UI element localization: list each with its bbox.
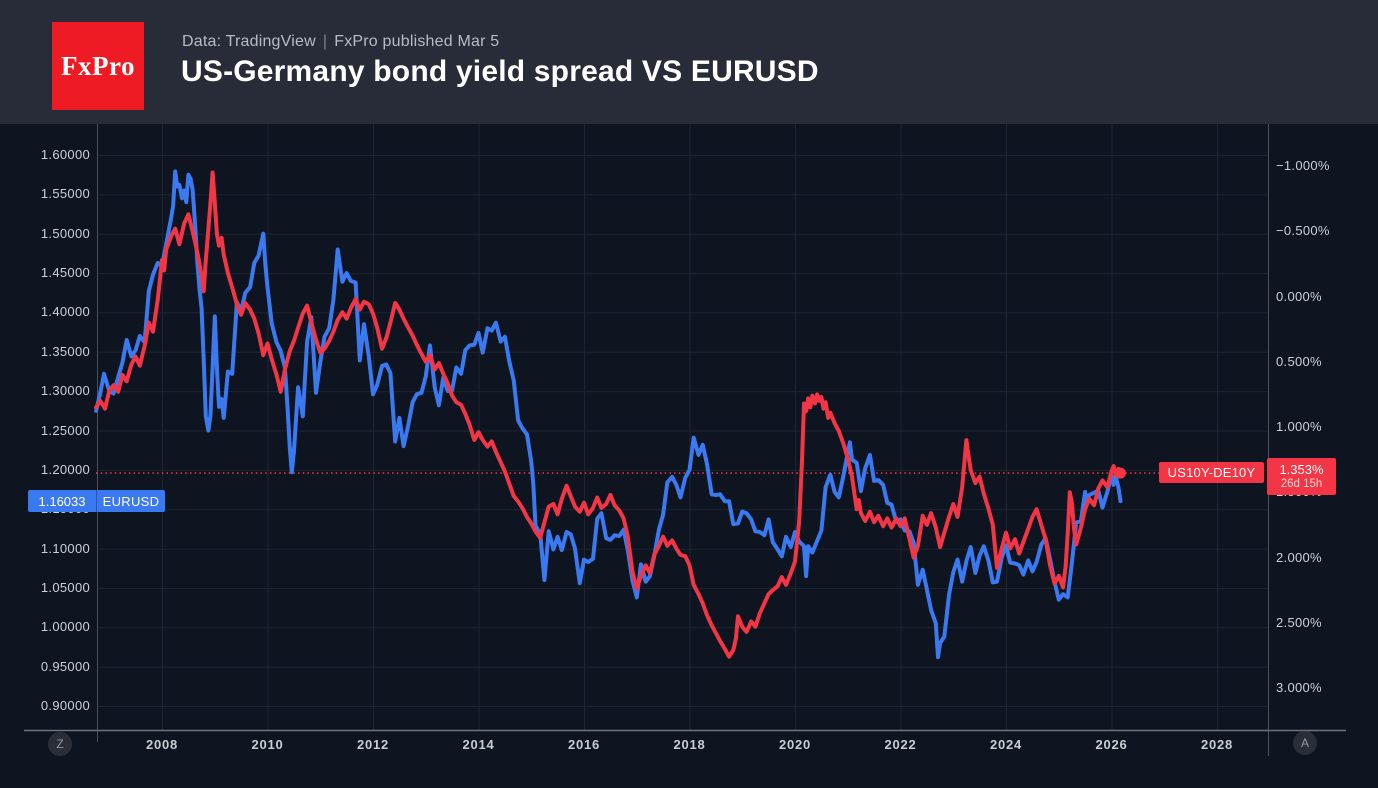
page-title: US-Germany bond yield spread VS EURUSD [181,55,819,88]
left-axis-tick: 1.55000 [40,186,90,202]
left-axis-tick: 1.20000 [40,461,90,477]
spread-last-value: 1.353% [1279,461,1324,477]
bar-countdown: 26d 15h [1280,477,1323,490]
x-axis-tick: 2028 [1200,737,1234,752]
left-axis-tick: 1.35000 [40,343,90,359]
right-axis-tick: 2.500% [1276,614,1322,630]
x-axis-tick: 2018 [673,737,706,752]
left-axis-tick: 1.40000 [40,304,90,320]
spread-price-badge: 1.353% 26d 15h [1267,458,1336,495]
x-axis-tick: 2014 [462,737,495,752]
right-axis-tick: −1.000% [1276,158,1330,173]
x-axis-tick: 2022 [884,737,917,752]
left-axis-tick: 1.10000 [40,540,90,556]
left-axis-tick: 0.95000 [40,658,90,674]
left-axis-tick: 0.90000 [40,698,90,713]
spread-line[interactable] [94,170,1123,659]
left-axis-tick: 1.45000 [40,265,90,281]
fxpro-logo: FxPro [52,22,144,110]
x-axis-tick: 2008 [145,737,179,752]
eurusd-last-price: 1.16033 [28,490,97,512]
x-axis-tick: 2020 [778,737,812,752]
left-axis-tick: 1.00000 [40,619,90,635]
timezone-button[interactable]: Z [48,732,72,756]
right-axis-tick: 1.000% [1276,419,1322,434]
x-axis-tick: 2016 [567,737,601,752]
x-axis-tick: 2026 [1095,737,1128,752]
right-axis-tick: −0.500% [1276,223,1330,239]
right-axis-tick: 3.000% [1276,680,1322,695]
left-axis-tick: 1.50000 [40,225,90,241]
auto-scale-button[interactable]: A [1293,731,1317,755]
fxpro-logo-text: FxPro [61,50,135,81]
spread-series-label[interactable]: US10Y-DE10Y [1159,462,1264,483]
left-axis-tick: 1.60000 [40,147,90,162]
eurusd-symbol-label[interactable]: EURUSD [97,490,165,512]
eurusd-price-badge: 1.16033 EURUSD [28,490,165,512]
spread-last-point-marker [1114,467,1126,479]
published-text: FxPro published Mar 5 [334,33,500,50]
eurusd-line[interactable] [94,169,1123,660]
left-axis-tick: 1.05000 [40,579,90,595]
left-axis-tick: 1.25000 [40,422,90,438]
chart-subtitle: Data: TradingView | FxPro published Mar 5 [182,33,499,51]
header-bar: FxPro Data: TradingView | FxPro published … [0,0,1378,124]
left-axis-tick: 1.30000 [40,383,90,399]
right-axis-tick: 0.500% [1276,353,1322,369]
right-axis-tick: 2.000% [1276,549,1322,565]
x-axis-tick: 2010 [251,737,284,752]
x-axis-tick: 2012 [356,737,390,752]
subtitle-separator: | [322,33,328,50]
x-axis-tick: 2024 [989,737,1023,752]
data-source-text: Data: TradingView [182,33,316,50]
right-axis-tick: 0.000% [1276,288,1322,304]
